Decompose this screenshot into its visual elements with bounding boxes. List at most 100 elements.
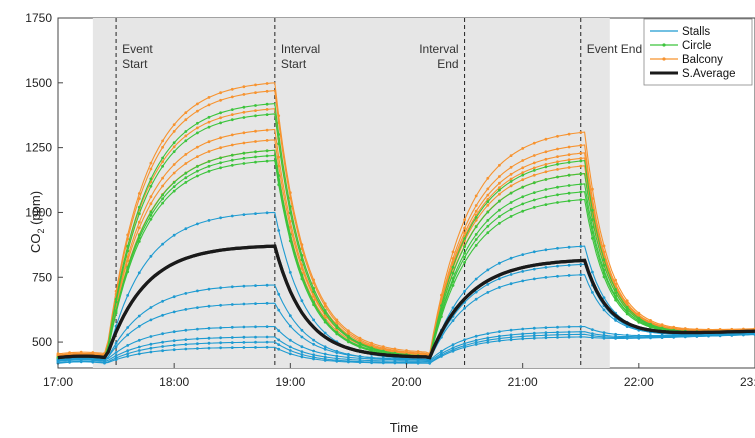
series-point — [347, 353, 350, 357]
series-point — [184, 176, 188, 180]
series-point — [277, 183, 281, 187]
series-point — [498, 163, 501, 167]
series-point — [161, 201, 165, 205]
series-point — [184, 308, 188, 311]
series-point — [242, 151, 246, 155]
series-point — [463, 231, 466, 235]
series-point — [149, 177, 153, 181]
series-point — [486, 193, 490, 197]
series-point — [219, 116, 223, 120]
series-point — [184, 227, 188, 231]
series-point — [567, 153, 571, 157]
axis-ticks: 500 750 1000 1250 1500 1750 17:00 18:00 19:00 20:… — [25, 11, 755, 389]
series-point — [474, 204, 478, 207]
series-point — [207, 115, 211, 119]
series-point — [207, 169, 211, 173]
series-point — [184, 153, 188, 156]
series-point — [556, 134, 559, 138]
series-point — [137, 226, 141, 230]
series-point — [474, 233, 478, 236]
x-tick-label-5: 22:00 — [624, 375, 654, 389]
series-point — [579, 157, 583, 160]
series-point — [254, 340, 257, 344]
series-point — [532, 166, 536, 170]
annotation-1-0: Interval — [281, 42, 320, 56]
x-tick-label-1: 18:00 — [159, 375, 189, 389]
series-point — [451, 319, 455, 322]
series-point — [509, 328, 513, 332]
series-point — [567, 191, 571, 195]
series-point — [486, 198, 490, 201]
series-point — [451, 284, 455, 287]
x-tick-label-3: 20:00 — [391, 375, 421, 389]
series-point — [242, 110, 246, 114]
series-point — [474, 341, 478, 344]
series-point — [323, 320, 327, 324]
series-point — [544, 165, 548, 169]
series-point — [219, 136, 223, 140]
series-point — [126, 249, 130, 253]
series-point — [172, 339, 176, 343]
series-point — [335, 354, 339, 358]
series-point — [544, 333, 548, 337]
series-point — [219, 111, 223, 115]
series-point — [300, 267, 304, 270]
series-point — [683, 335, 687, 339]
series-point — [521, 159, 525, 162]
series-point — [579, 182, 583, 186]
series-point — [288, 225, 292, 229]
series-point — [521, 209, 525, 213]
series-point — [602, 296, 606, 300]
series-point — [149, 210, 153, 214]
series-point — [451, 250, 455, 254]
series-point — [544, 276, 548, 279]
series-point — [254, 302, 257, 305]
legend-label-2: Balcony — [682, 54, 723, 66]
series-point — [556, 160, 559, 164]
series-point — [219, 303, 223, 307]
series-point — [474, 277, 478, 281]
series-point — [312, 318, 315, 322]
series-point — [567, 199, 571, 203]
series-point — [509, 184, 513, 188]
series-point — [521, 279, 525, 283]
series-point — [335, 351, 339, 354]
series-point — [196, 289, 199, 293]
series-point — [277, 142, 281, 146]
series-point — [184, 139, 188, 143]
series-point — [207, 287, 211, 291]
series-point — [196, 169, 199, 173]
series-point — [265, 149, 269, 153]
series-point — [184, 292, 188, 295]
series-point — [312, 338, 315, 342]
series-point — [300, 328, 304, 332]
series-point — [207, 140, 211, 144]
series-point — [184, 171, 188, 175]
series-point — [230, 95, 234, 99]
series-point — [567, 333, 571, 336]
series-point — [265, 159, 269, 163]
series-point — [451, 265, 455, 269]
series-point — [265, 283, 269, 287]
series-point — [498, 330, 501, 333]
series-point — [556, 155, 559, 159]
series-point — [230, 214, 234, 218]
series-point — [556, 330, 559, 334]
series-point — [277, 329, 281, 332]
series-point — [556, 264, 559, 268]
y-tick-label-0: 500 — [32, 335, 52, 349]
series-point — [463, 261, 466, 264]
series-point — [579, 164, 583, 168]
series-point — [556, 274, 559, 278]
series-point — [161, 340, 165, 344]
series-point — [254, 284, 257, 287]
series-point — [567, 335, 571, 339]
series-point — [242, 341, 246, 344]
series-point — [265, 335, 269, 339]
series-point — [161, 349, 165, 353]
series-point — [277, 343, 281, 346]
series-point — [300, 335, 304, 339]
series-point — [137, 345, 141, 349]
series-point — [509, 191, 513, 195]
series-point — [161, 176, 165, 180]
